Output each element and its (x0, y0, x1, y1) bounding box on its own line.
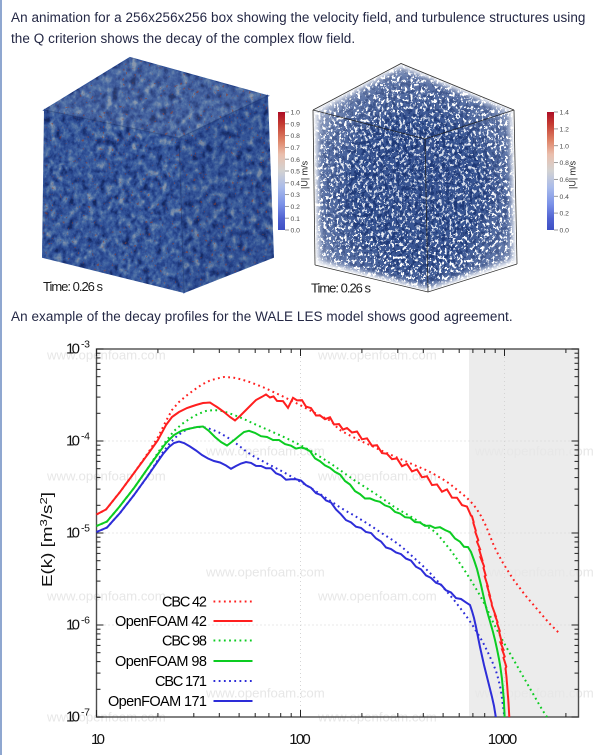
svg-text:|U| m/s: |U| m/s (568, 160, 578, 189)
svg-text:www.openfoam.com: www.openfoam.com (317, 589, 437, 604)
svg-text:www.openfoam.com: www.openfoam.com (205, 444, 325, 459)
svg-text:1000: 1000 (488, 731, 518, 748)
svg-text:0.7: 0.7 (291, 145, 301, 152)
svg-text:www.openfoam.com: www.openfoam.com (46, 348, 166, 363)
svg-text:CBC 171: CBC 171 (155, 674, 207, 690)
svg-text:10: 10 (66, 525, 80, 542)
svg-text:1.4: 1.4 (560, 110, 570, 117)
svg-text:-4: -4 (81, 431, 90, 443)
svg-text:www.openfoam.com: www.openfoam.com (46, 469, 166, 484)
svg-text:OpenFOAM 98: OpenFOAM 98 (115, 654, 207, 670)
svg-text:10: 10 (66, 341, 80, 358)
svg-text:10: 10 (66, 433, 80, 450)
svg-text:1.0: 1.0 (291, 110, 301, 117)
svg-text:0.6: 0.6 (291, 157, 301, 164)
svg-text:-6: -6 (81, 615, 90, 627)
svg-text:0.1: 0.1 (291, 216, 301, 223)
svg-text:www.openfoam.com: www.openfoam.com (46, 589, 166, 604)
svg-text:0.2: 0.2 (560, 211, 570, 218)
svg-text:0.3: 0.3 (291, 192, 301, 199)
svg-text:www.openfoam.com: www.openfoam.com (317, 348, 437, 363)
svg-text:CBC 42: CBC 42 (162, 595, 207, 611)
svg-text:0.6: 0.6 (560, 177, 570, 184)
svg-text:OpenFOAM 42: OpenFOAM 42 (115, 614, 207, 630)
svg-text:0.4: 0.4 (560, 194, 570, 201)
svg-text:www.openfoam.com: www.openfoam.com (317, 469, 437, 484)
svg-text:1.0: 1.0 (560, 143, 570, 150)
svg-text:0.9: 0.9 (291, 121, 301, 128)
svg-text:0.4: 0.4 (291, 180, 301, 187)
svg-text:-5: -5 (81, 523, 90, 535)
svg-text:|U| m/s: |U| m/s (300, 160, 310, 189)
svg-text:-3: -3 (81, 339, 90, 351)
svg-text:0.0: 0.0 (291, 228, 301, 235)
svg-text:E(k) [m3/s2]: E(k) [m3/s2] (38, 492, 56, 587)
svg-text:Time: 0.26 s: Time: 0.26 s (311, 281, 372, 296)
svg-text:OpenFOAM 171: OpenFOAM 171 (108, 694, 207, 710)
svg-text:www.openfoam.com: www.openfoam.com (474, 565, 594, 580)
svg-text:10: 10 (91, 731, 105, 748)
svg-text:0.2: 0.2 (291, 204, 301, 211)
svg-text:www.openfoam.com: www.openfoam.com (205, 565, 325, 580)
svg-text:Time: 0.26 s: Time: 0.26 s (43, 279, 104, 294)
svg-text:CBC 98: CBC 98 (162, 634, 207, 650)
svg-text:0.0: 0.0 (560, 228, 570, 235)
svg-text:10: 10 (66, 709, 80, 726)
svg-text:10: 10 (66, 617, 80, 634)
svg-text:0.8: 0.8 (560, 160, 570, 167)
svg-text:0.5: 0.5 (291, 169, 301, 176)
svg-text:-7: -7 (81, 707, 90, 719)
svg-text:www.openfoam.com: www.openfoam.com (205, 686, 325, 701)
svg-text:1.2: 1.2 (560, 127, 570, 134)
svg-text:0.8: 0.8 (291, 133, 301, 140)
svg-text:100: 100 (289, 731, 311, 748)
svg-text:www.openfoam.com: www.openfoam.com (474, 444, 594, 459)
